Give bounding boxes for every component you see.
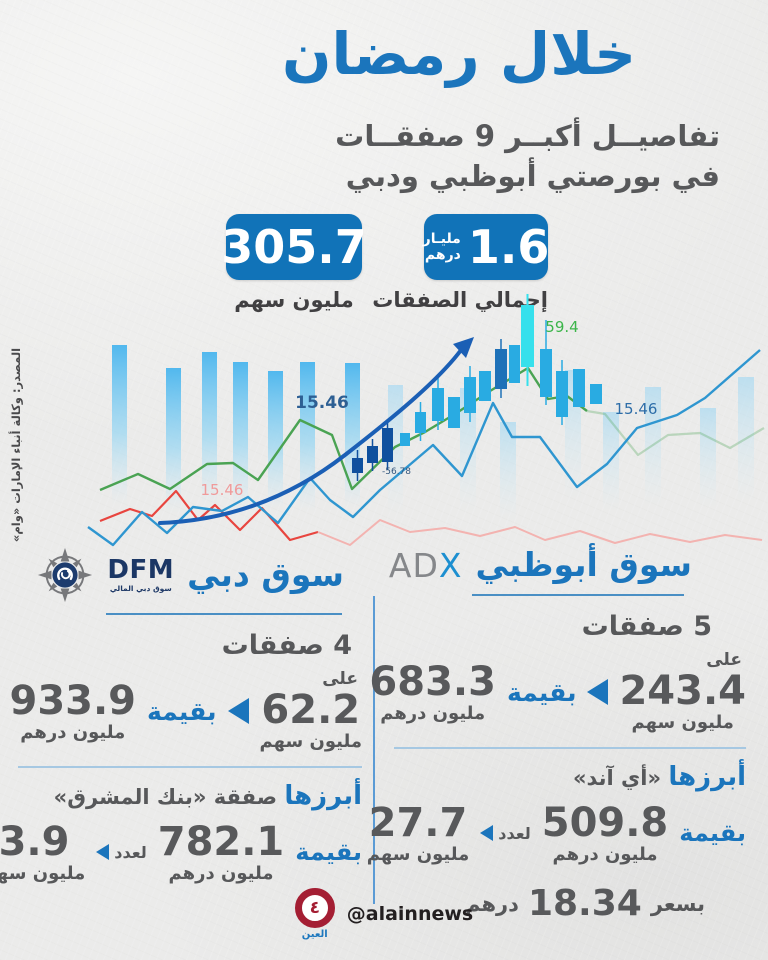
shares-prefix: على bbox=[706, 650, 742, 670]
abu-dhabi-deal-shares: 27.7 مليون سهم bbox=[366, 800, 470, 865]
page-subtitle: تفاصيــل أكبــر 9 صفقــات في بورصتي أبوظ… bbox=[335, 116, 720, 196]
total-shares-number: 305.7 bbox=[221, 220, 367, 274]
dubai-deal-value: 782.1 مليون درهم bbox=[157, 819, 285, 884]
green-trend-line-faded bbox=[586, 409, 765, 457]
abu-dhabi-divider bbox=[394, 747, 746, 749]
abu-dhabi-title: سوق أبوظبي bbox=[475, 545, 692, 585]
dubai-deal-shares: 3.9 مليون سهم bbox=[0, 819, 86, 884]
count-label-group: لعدد bbox=[480, 824, 531, 843]
gradient-bars bbox=[112, 345, 754, 522]
adx-logo: ADX bbox=[388, 546, 463, 585]
value-label: بقيمة bbox=[506, 677, 577, 707]
dubai-title: سوق دبي bbox=[187, 554, 344, 594]
source-note: المصدر: وكالة أنباء الإمارات «وام» bbox=[9, 347, 23, 543]
chart-label-pink: 15.46 bbox=[201, 481, 244, 499]
total-value-badge: 1.6 مليـار درهم bbox=[422, 214, 550, 280]
abu-dhabi-price-row: بسعر 18.34 درهم bbox=[465, 883, 705, 924]
red-trend-line bbox=[99, 489, 319, 542]
dfm-logo: DFM سوق دبي المالي bbox=[107, 555, 175, 594]
abu-dhabi-deal-value: 509.8 مليون درهم bbox=[541, 800, 669, 865]
total-shares-stat: 305.7 مليون سهم bbox=[221, 214, 367, 312]
chart-label-mid: 15.46 bbox=[295, 393, 349, 413]
alain-logo: ٤ العين bbox=[294, 888, 335, 940]
dfm-compass-emblem bbox=[38, 547, 93, 603]
subtitle-line-2: في بورصتي أبوظبي ودبي bbox=[345, 159, 720, 194]
total-shares-caption: مليون سهم bbox=[234, 288, 354, 312]
chart-label-right: 15.46 bbox=[615, 400, 658, 418]
alain-logo-word: العين bbox=[301, 929, 328, 940]
abu-dhabi-highlight: أبرزها «أي آند» bbox=[572, 762, 746, 792]
abu-dhabi-deal-row: بقيمة 509.8 مليون درهم لعدد 27.7 مليون س… bbox=[367, 800, 748, 865]
dubai-divider bbox=[18, 766, 362, 768]
social-handle: @alainnews bbox=[346, 903, 474, 925]
arrow-left-icon bbox=[227, 698, 249, 724]
value-label: بقيمة bbox=[147, 696, 217, 726]
abu-dhabi-shares-stat: على 243.4 مليون سهم bbox=[619, 650, 746, 733]
abu-dhabi-value-stat: 683.3 مليون درهم bbox=[369, 659, 496, 724]
dubai-underline bbox=[106, 613, 342, 615]
subtitle-line-1: تفاصيــل أكبــر 9 صفقــات bbox=[335, 119, 720, 153]
footer: ٤ العين @alainnews bbox=[0, 888, 768, 940]
arrow-left-small-icon bbox=[480, 825, 494, 841]
green-trend-line bbox=[99, 366, 588, 492]
dubai-deal-row: بقيمة 782.1 مليون درهم لعدد 3.9 مليون سه… bbox=[0, 819, 364, 884]
stock-chart-illustration: 15.46 59.4 15.46 15.46 -56.78 bbox=[0, 292, 768, 552]
total-shares-badge: 305.7 bbox=[221, 214, 367, 280]
total-value-number: 1.6 bbox=[467, 220, 550, 274]
abu-dhabi-value-number: 683.3 bbox=[369, 659, 496, 705]
arrow-left-small-icon bbox=[96, 844, 110, 860]
page-title: خلال رمضان bbox=[281, 20, 637, 88]
abu-dhabi-section: سوق أبوظبي ADX 5 صفقات على 243.4 مليون س… bbox=[367, 545, 748, 924]
dubai-shares-stat: على 62.2 مليون سهم bbox=[259, 669, 362, 752]
total-value-unit: مليـار درهم bbox=[422, 230, 461, 263]
candlesticks bbox=[352, 294, 602, 481]
deal-value-label: بقيمة bbox=[679, 819, 746, 847]
dubai-header: سوق دبي DFM سوق دبي المالي bbox=[16, 546, 364, 604]
column-divider bbox=[373, 596, 375, 904]
total-value-stat: 1.6 مليـار درهم إجمالي الصفقات bbox=[372, 214, 550, 312]
dubai-highlight: أبرزها صفقة «بنك المشرق» bbox=[53, 781, 362, 811]
red-trend-line-faded bbox=[317, 519, 763, 546]
dubai-value-stat: 933.9 مليون درهم bbox=[9, 678, 137, 743]
dubai-deals-count: 4 صفقات bbox=[221, 630, 352, 661]
chart-label-small: -56.78 bbox=[382, 467, 411, 477]
blue-trend-line bbox=[87, 349, 761, 547]
abu-dhabi-shares-number: 243.4 bbox=[619, 668, 746, 714]
up-arrow bbox=[158, 337, 474, 525]
chart-label-peak: 59.4 bbox=[545, 318, 578, 336]
abu-dhabi-shares-value-row: على 243.4 مليون سهم بقيمة 683.3 مليون در… bbox=[369, 650, 748, 733]
total-value-caption: إجمالي الصفقات bbox=[372, 288, 548, 312]
dubai-section: سوق دبي DFM سوق دبي المالي bbox=[0, 546, 364, 884]
deal-value-label: بقيمة bbox=[295, 838, 362, 866]
abu-dhabi-underline bbox=[472, 594, 684, 596]
alain-logo-icon: ٤ bbox=[294, 888, 335, 928]
count-label-group: لعدد bbox=[96, 843, 147, 862]
arrow-left-icon bbox=[587, 679, 609, 705]
abu-dhabi-deals-count: 5 صفقات bbox=[581, 611, 712, 642]
dubai-shares-value-row: على 62.2 مليون سهم بقيمة 933.9 مليون دره… bbox=[9, 669, 364, 752]
abu-dhabi-header: سوق أبوظبي ADX bbox=[388, 545, 748, 585]
